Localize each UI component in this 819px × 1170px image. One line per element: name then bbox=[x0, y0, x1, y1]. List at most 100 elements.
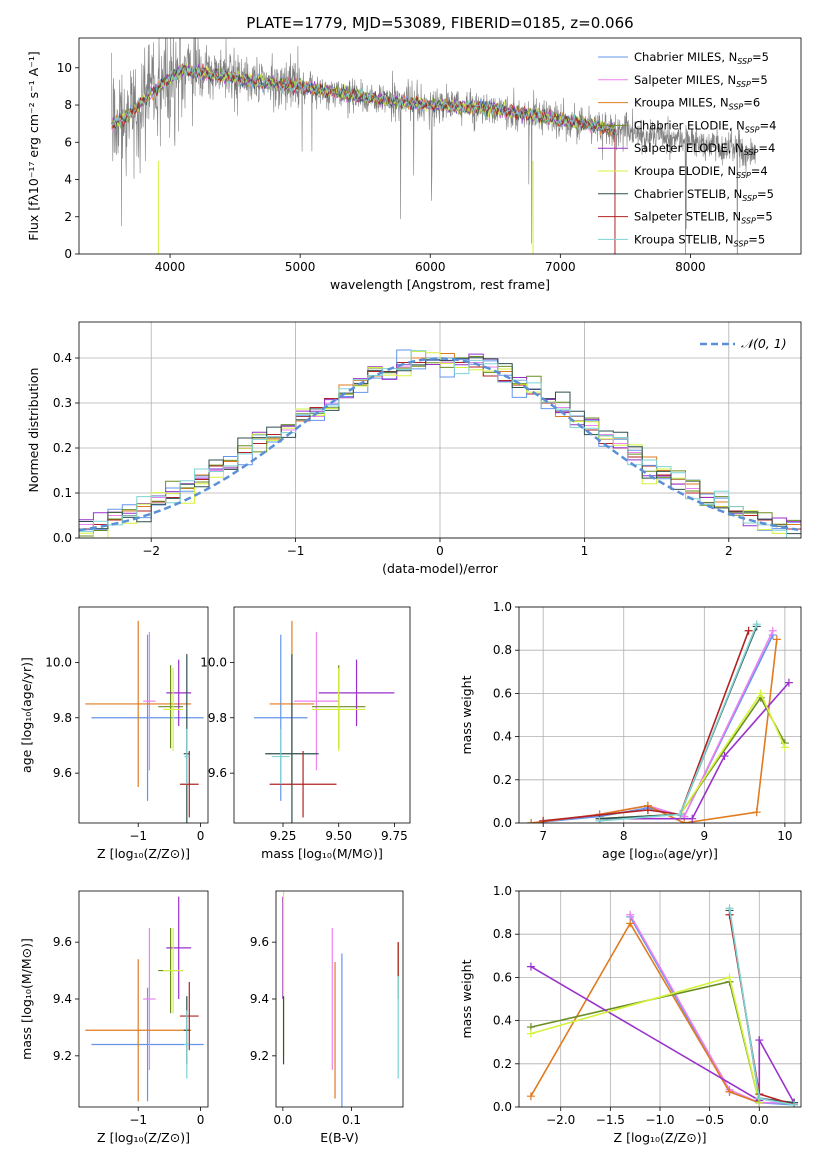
legend: Chabrier MILES, NSSP=5 Salpeter MILES, NS… bbox=[598, 50, 776, 248]
legend-label: Salpeter STELIB, NSSP=5 bbox=[634, 210, 773, 226]
x-tick-label: 9.75 bbox=[381, 829, 408, 843]
point-marker-kroupa_elodie bbox=[725, 973, 734, 982]
y-tick-label: 0.4 bbox=[53, 351, 72, 365]
point-marker-kroupa_elodie bbox=[526, 1029, 535, 1038]
y-axis-label: age [log₁₀(age/yr)] bbox=[19, 657, 34, 773]
axes-frame bbox=[275, 890, 404, 1108]
y-tick-label: 8 bbox=[64, 98, 72, 112]
x-tick-label: 8000 bbox=[675, 260, 706, 274]
y-tick-label: 9.6 bbox=[53, 766, 72, 780]
x-tick-label: 0.0 bbox=[273, 1113, 292, 1127]
y-tick-label: 6 bbox=[64, 135, 72, 149]
x-tick-label: 0.0 bbox=[750, 1113, 769, 1127]
weight-line-salpeter_stelib bbox=[728, 914, 795, 1106]
histogram-chabrier_stelib bbox=[79, 357, 801, 535]
x-tick-label: 9.50 bbox=[325, 829, 352, 843]
x-tick-label: 7 bbox=[539, 829, 547, 843]
y-tick-label: 0.3 bbox=[53, 396, 72, 410]
axes-frame bbox=[78, 606, 209, 824]
y-tick-label: 10.0 bbox=[200, 655, 227, 669]
y-axis-label: mass weight bbox=[459, 959, 474, 1038]
x-tick-label: 1 bbox=[581, 544, 589, 558]
axes-frame bbox=[78, 37, 802, 255]
x-axis-label: Z [log₁₀(Z/Z⊙)] bbox=[97, 1130, 190, 1145]
histogram-kroupa_stelib bbox=[79, 350, 801, 538]
y-tick-label: 0.0 bbox=[493, 816, 512, 830]
x-tick-label: 8 bbox=[620, 829, 628, 843]
legend-label: Salpeter ELODIE, NSSP=4 bbox=[634, 141, 775, 157]
weight-line-kroupa_stelib bbox=[728, 908, 795, 1106]
legend-label: Kroupa MILES, NSSP=6 bbox=[634, 96, 760, 112]
y-tick-label: 9.6 bbox=[208, 766, 227, 780]
legend-label: Chabrier ELODIE, NSSP=4 bbox=[634, 118, 776, 134]
point-marker-salpeter_elodie bbox=[720, 752, 729, 761]
x-axis-label: E(B-V) bbox=[320, 1130, 359, 1145]
x-tick-label: 0 bbox=[197, 1113, 205, 1127]
weight-line-chabrier_stelib bbox=[728, 910, 795, 1104]
panel-weight-vs-Z: −2.0 −1.5 −1.0 −0.5 0.0 0.0 0.2 0.4 0.6 0.8 1.0 Z [… bbox=[459, 884, 802, 1145]
y-axis-label: Normed distribution bbox=[26, 368, 41, 493]
x-tick-label: 0.1 bbox=[342, 1113, 361, 1127]
point-marker-kroupa_stelib bbox=[676, 810, 685, 819]
x-tick-label: 7000 bbox=[545, 260, 576, 274]
weight-line-salpeter_miles bbox=[629, 914, 794, 1104]
y-tick-label: 2 bbox=[64, 210, 72, 224]
y-axis-label: mass [log₁₀(M/M⊙)] bbox=[19, 938, 34, 1060]
point-marker-kroupa_miles bbox=[626, 919, 635, 928]
point-marker-salpeter_elodie bbox=[755, 1036, 764, 1045]
x-tick-label: −1 bbox=[287, 544, 305, 558]
y-axis-label: mass weight bbox=[459, 675, 474, 754]
y-tick-label: 0.4 bbox=[493, 730, 512, 744]
x-tick-label: 9 bbox=[700, 829, 708, 843]
panel-age-vs-Z: −1 0 9.6 9.8 10.0 Z [log₁₀(Z/Z⊙)] age [log₁₀(a… bbox=[19, 606, 209, 861]
point-marker-kroupa_miles bbox=[680, 819, 689, 823]
histogram-chabrier_elodie bbox=[79, 356, 801, 537]
y-tick-label: 0.2 bbox=[493, 773, 512, 787]
legend-label: 𝒩(0, 1) bbox=[741, 336, 787, 351]
x-tick-label: −2 bbox=[142, 544, 160, 558]
x-tick-label: 2 bbox=[725, 544, 733, 558]
legend-label: Chabrier STELIB, NSSP=5 bbox=[634, 187, 774, 203]
point-marker-kroupa_stelib bbox=[752, 620, 761, 629]
plot-area bbox=[254, 620, 395, 823]
point-marker-kroupa_miles bbox=[772, 635, 781, 644]
x-tick-label: 10 bbox=[777, 829, 792, 843]
axes-frame bbox=[78, 321, 802, 539]
panel-mass-vs-Z: −1 0 9.2 9.4 9.6 Z [log₁₀(Z/Z⊙)] mass [log₁₀(M… bbox=[19, 890, 209, 1145]
y-tick-label: 0.6 bbox=[493, 970, 512, 984]
x-tick-label: 6000 bbox=[415, 260, 446, 274]
plot-area bbox=[282, 891, 399, 1107]
y-tick-label: 9.6 bbox=[250, 935, 269, 949]
panel-spectrum: 4000 5000 6000 7000 8000 0 2 4 6 8 10 wavelength [A… bbox=[26, 37, 802, 292]
point-marker-kroupa_miles bbox=[725, 1087, 734, 1096]
plot-area bbox=[79, 349, 801, 538]
point-marker-salpeter_elodie bbox=[688, 814, 697, 823]
y-tick-label: 9.2 bbox=[53, 1049, 72, 1063]
y-axis-label: Flux [fλ10⁻¹⁷ erg cm⁻² s⁻¹ A⁻¹] bbox=[26, 51, 41, 240]
y-tick-label: 10 bbox=[57, 61, 72, 75]
y-tick-label: 0.0 bbox=[53, 531, 72, 545]
point-marker-salpeter_elodie bbox=[784, 678, 793, 687]
point-marker-kroupa_miles bbox=[752, 808, 761, 817]
weight-line-salpeter_miles bbox=[531, 630, 774, 823]
x-tick-label: −1.5 bbox=[596, 1113, 625, 1127]
panel-residuals: −2 −1 0 1 2 0.0 0.1 0.2 0.3 0.4 (data-model)/error… bbox=[26, 321, 802, 576]
x-tick-label: −0.5 bbox=[695, 1113, 724, 1127]
y-tick-label: 0.6 bbox=[493, 686, 512, 700]
x-axis-label: Z [log₁₀(Z/Z⊙)] bbox=[97, 846, 190, 861]
point-marker-salpeter_stelib bbox=[539, 816, 548, 823]
point-marker-salpeter_miles bbox=[626, 910, 635, 919]
y-tick-label: 0.8 bbox=[493, 643, 512, 657]
x-tick-label: 4000 bbox=[155, 260, 186, 274]
x-tick-label: −1.0 bbox=[645, 1113, 674, 1127]
legend-label: Salpeter MILES, NSSP=5 bbox=[634, 73, 768, 89]
x-axis-label: (data-model)/error bbox=[382, 561, 499, 576]
y-tick-label: 0.4 bbox=[493, 1014, 512, 1028]
legend-label: Kroupa STELIB, NSSP=5 bbox=[634, 232, 765, 248]
x-tick-label: −1 bbox=[129, 829, 147, 843]
figure-title: PLATE=1779, MJD=53089, FIBERID=0185, z=0… bbox=[246, 14, 633, 32]
point-marker-kroupa_elodie bbox=[780, 743, 789, 752]
point-marker-salpeter_miles bbox=[768, 626, 777, 635]
plot-area bbox=[526, 904, 799, 1107]
normal-curve bbox=[79, 357, 799, 532]
